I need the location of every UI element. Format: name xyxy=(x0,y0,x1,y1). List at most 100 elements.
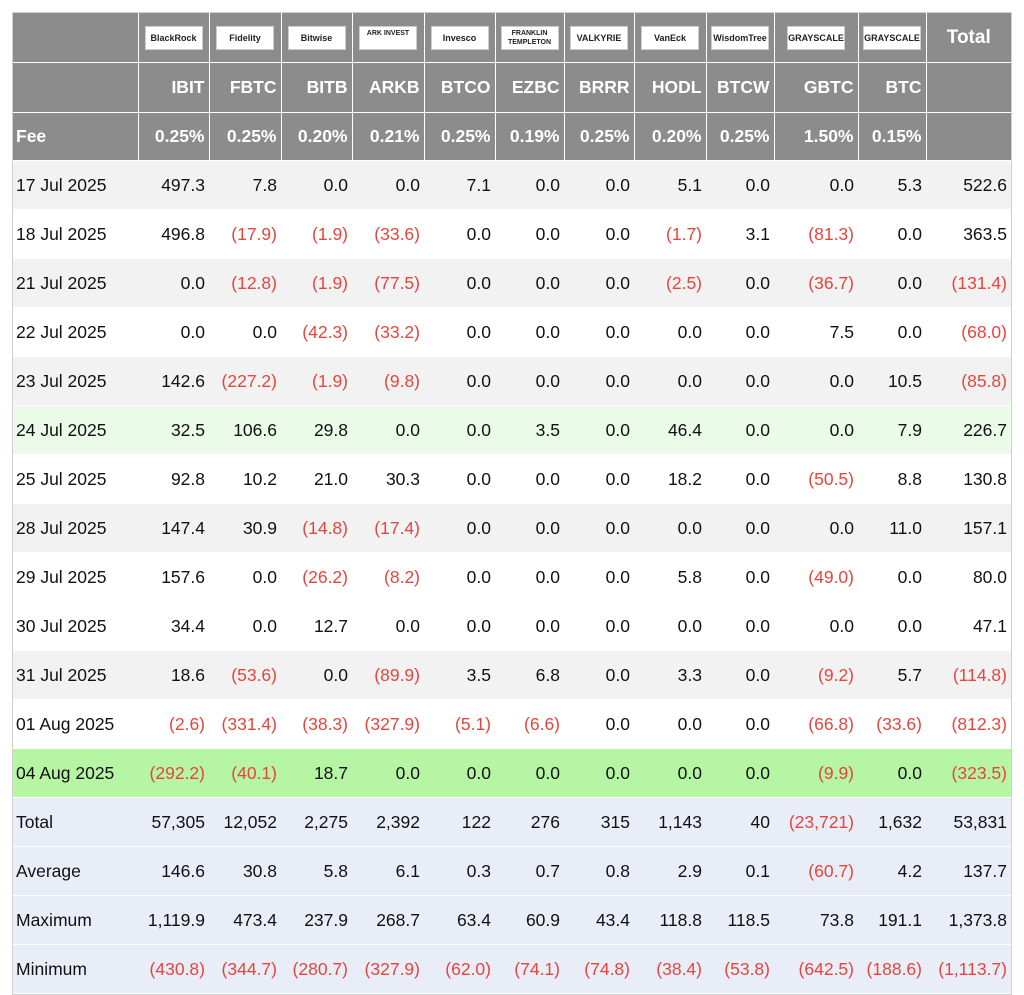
flow-value: (292.2) xyxy=(138,748,209,798)
row-label: 22 Jul 2025 xyxy=(13,307,138,357)
flow-value: 0.0 xyxy=(281,650,352,700)
ticker: HODL xyxy=(633,62,706,113)
flow-value: (42.3) xyxy=(281,307,352,357)
table-body: BlackRock Fidelity Bitwise ARK INVEST Invesc… xyxy=(13,13,1011,994)
flow-value: 0.0 xyxy=(564,552,634,602)
flow-value: (6.6) xyxy=(495,699,564,749)
daily-flow-row: 01 Aug 2025 (2.6) (331.4) (38.3) (327.9) (5.1… xyxy=(13,699,1011,749)
ticker: BTCO xyxy=(423,62,495,113)
flow-value: 0.0 xyxy=(564,307,634,357)
flow-value: (227.2) xyxy=(209,356,281,406)
flow-value: (9.8) xyxy=(352,356,424,406)
flow-value: 2.9 xyxy=(634,846,706,896)
flow-value: 0.0 xyxy=(858,307,926,357)
flow-value: (331.4) xyxy=(209,699,281,749)
logo-cell: FRANKLIN TEMPLETON xyxy=(494,13,564,63)
flow-value: (40.1) xyxy=(209,748,281,798)
flow-value: 0.0 xyxy=(706,503,774,553)
fee: 0.20% xyxy=(633,112,706,161)
row-label: 01 Aug 2025 xyxy=(13,699,138,749)
flow-value: 40 xyxy=(706,797,774,847)
logo-cell: VanEck xyxy=(633,13,706,63)
flow-value: 60.9 xyxy=(495,895,564,945)
flow-value: (327.9) xyxy=(352,944,424,994)
flow-value: 0.0 xyxy=(495,503,564,553)
flow-value: 268.7 xyxy=(352,895,424,945)
flow-value: 18.6 xyxy=(138,650,209,700)
flow-value: 0.0 xyxy=(281,160,352,210)
flow-value: 0.0 xyxy=(634,699,706,749)
logo-cell: Bitwise xyxy=(280,13,352,63)
flow-value: 237.9 xyxy=(281,895,352,945)
flow-value: 43.4 xyxy=(564,895,634,945)
flow-value: 6.8 xyxy=(495,650,564,700)
flow-value: (323.5) xyxy=(926,748,1011,798)
flow-value: 7.1 xyxy=(424,160,495,210)
flow-value: 157.6 xyxy=(138,552,209,602)
ticker-row: IBIT FBTC BITB ARKB BTCO EZBC BRRR HODL BTCW GBTC… xyxy=(13,62,1011,113)
summary-row: Total 57,305 12,052 2,275 2,392 122 276 315 1,14… xyxy=(13,797,1011,847)
flow-value: 0.0 xyxy=(495,601,564,651)
flow-value: (1.9) xyxy=(281,258,352,308)
flow-value: (188.6) xyxy=(858,944,926,994)
logo-cell: WisdomTree xyxy=(705,13,774,63)
flow-value: 63.4 xyxy=(424,895,495,945)
flow-value: 0.0 xyxy=(634,356,706,406)
flow-value: 53,831 xyxy=(926,797,1011,847)
flow-value: 1,632 xyxy=(858,797,926,847)
flow-value: 12,052 xyxy=(209,797,281,847)
flow-value: 0.0 xyxy=(706,650,774,700)
row-label: Minimum xyxy=(13,944,138,994)
flow-value: 276 xyxy=(495,797,564,847)
fee: 0.19% xyxy=(494,112,564,161)
flow-value: 0.0 xyxy=(706,405,774,455)
flow-value: 7.8 xyxy=(209,160,281,210)
flow-value: 0.0 xyxy=(564,160,634,210)
flow-value: (77.5) xyxy=(352,258,424,308)
issuer-logo: GRAYSCALE xyxy=(863,25,921,50)
flow-value: 0.0 xyxy=(564,699,634,749)
flow-value: 0.0 xyxy=(352,405,424,455)
issuer-logo: BlackRock xyxy=(144,25,203,50)
row-label: 04 Aug 2025 xyxy=(13,748,138,798)
ticker: ARKB xyxy=(351,62,424,113)
flow-value: 18.7 xyxy=(281,748,352,798)
flow-value: 118.5 xyxy=(706,895,774,945)
flow-value: (81.3) xyxy=(774,209,858,259)
flow-value: 0.0 xyxy=(564,503,634,553)
flow-value: 0.0 xyxy=(424,552,495,602)
flow-value: 46.4 xyxy=(634,405,706,455)
daily-flow-row: 04 Aug 2025 (292.2) (40.1) 18.7 0.0 0.0 0.0 0.0… xyxy=(13,748,1011,798)
daily-flow-row: 23 Jul 2025 142.6 (227.2) (1.9) (9.8) 0.0 0.0 0… xyxy=(13,356,1011,406)
flow-value: 0.0 xyxy=(495,209,564,259)
fee: 0.25% xyxy=(705,112,774,161)
flow-value: (68.0) xyxy=(926,307,1011,357)
flow-value: 0.0 xyxy=(424,209,495,259)
flow-value: (5.1) xyxy=(424,699,495,749)
flow-value: (8.2) xyxy=(352,552,424,602)
flow-value: (430.8) xyxy=(138,944,209,994)
flow-value: 30.9 xyxy=(209,503,281,553)
issuer-logo: ARK INVEST xyxy=(359,25,417,50)
logo-cell: Fidelity xyxy=(208,13,281,63)
flow-value: 6.1 xyxy=(352,846,424,896)
flow-value: 157.1 xyxy=(926,503,1011,553)
flow-value: 0.0 xyxy=(352,748,424,798)
corner-cell xyxy=(13,13,138,63)
flow-value: 0.0 xyxy=(424,748,495,798)
flow-value: 3.1 xyxy=(706,209,774,259)
flow-value: 522.6 xyxy=(926,160,1011,210)
flow-value: 0.0 xyxy=(706,258,774,308)
flow-value: (114.8) xyxy=(926,650,1011,700)
flow-value: 0.1 xyxy=(706,846,774,896)
flow-value: 0.0 xyxy=(424,307,495,357)
flow-value: (9.9) xyxy=(774,748,858,798)
flow-value: 0.0 xyxy=(564,601,634,651)
flow-value: 10.2 xyxy=(209,454,281,504)
flow-value: 0.0 xyxy=(774,503,858,553)
summary-row: Minimum (430.8) (344.7) (280.7) (327.9) (62.0… xyxy=(13,944,1011,994)
flow-value: 130.8 xyxy=(926,454,1011,504)
issuer-logo: Fidelity xyxy=(216,25,274,50)
flow-value: 5.1 xyxy=(634,160,706,210)
flow-value: 2,275 xyxy=(281,797,352,847)
